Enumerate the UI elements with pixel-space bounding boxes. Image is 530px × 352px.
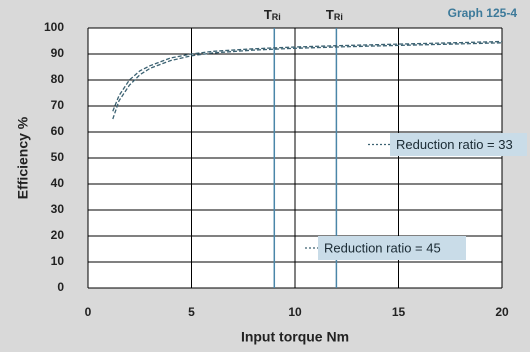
y-tick-label: 60 xyxy=(51,124,65,138)
y-tick-label: 40 xyxy=(51,176,65,190)
legend-label: Reduction ratio = 45 xyxy=(324,240,441,255)
legend-box xyxy=(318,236,466,260)
marker-subscript: Ri xyxy=(334,12,343,22)
marker-label: TRi xyxy=(264,7,281,22)
y-tick-label: 100 xyxy=(44,20,64,34)
y-axis-label: Efficiency % xyxy=(15,116,31,199)
series-line xyxy=(112,40,503,112)
y-tick-label: 50 xyxy=(51,150,65,164)
x-tick-label: 10 xyxy=(288,305,302,319)
x-tick-label: 15 xyxy=(392,305,406,319)
x-tick-label: 0 xyxy=(85,305,92,319)
legend-label: Reduction ratio = 33 xyxy=(396,137,513,152)
graph-id: Graph 125-4 xyxy=(448,6,518,20)
y-tick-label: 70 xyxy=(51,98,65,112)
marker-label: TRi xyxy=(326,7,343,22)
x-tick-label: 20 xyxy=(495,305,509,319)
y-tick-label: 0 xyxy=(57,280,64,294)
marker-symbol: T xyxy=(264,7,272,22)
x-tick-label: 5 xyxy=(188,305,195,319)
marker-subscript: Ri xyxy=(272,12,281,22)
y-tick-label: 90 xyxy=(51,46,65,60)
y-tick-label: 80 xyxy=(51,72,65,86)
y-tick-label: 20 xyxy=(51,228,65,242)
legend-box xyxy=(390,133,527,156)
x-axis-label: Input torque Nm xyxy=(241,329,349,345)
y-tick-label: 10 xyxy=(51,254,65,268)
marker-symbol: T xyxy=(326,7,334,22)
y-tick-label: 30 xyxy=(51,202,65,216)
